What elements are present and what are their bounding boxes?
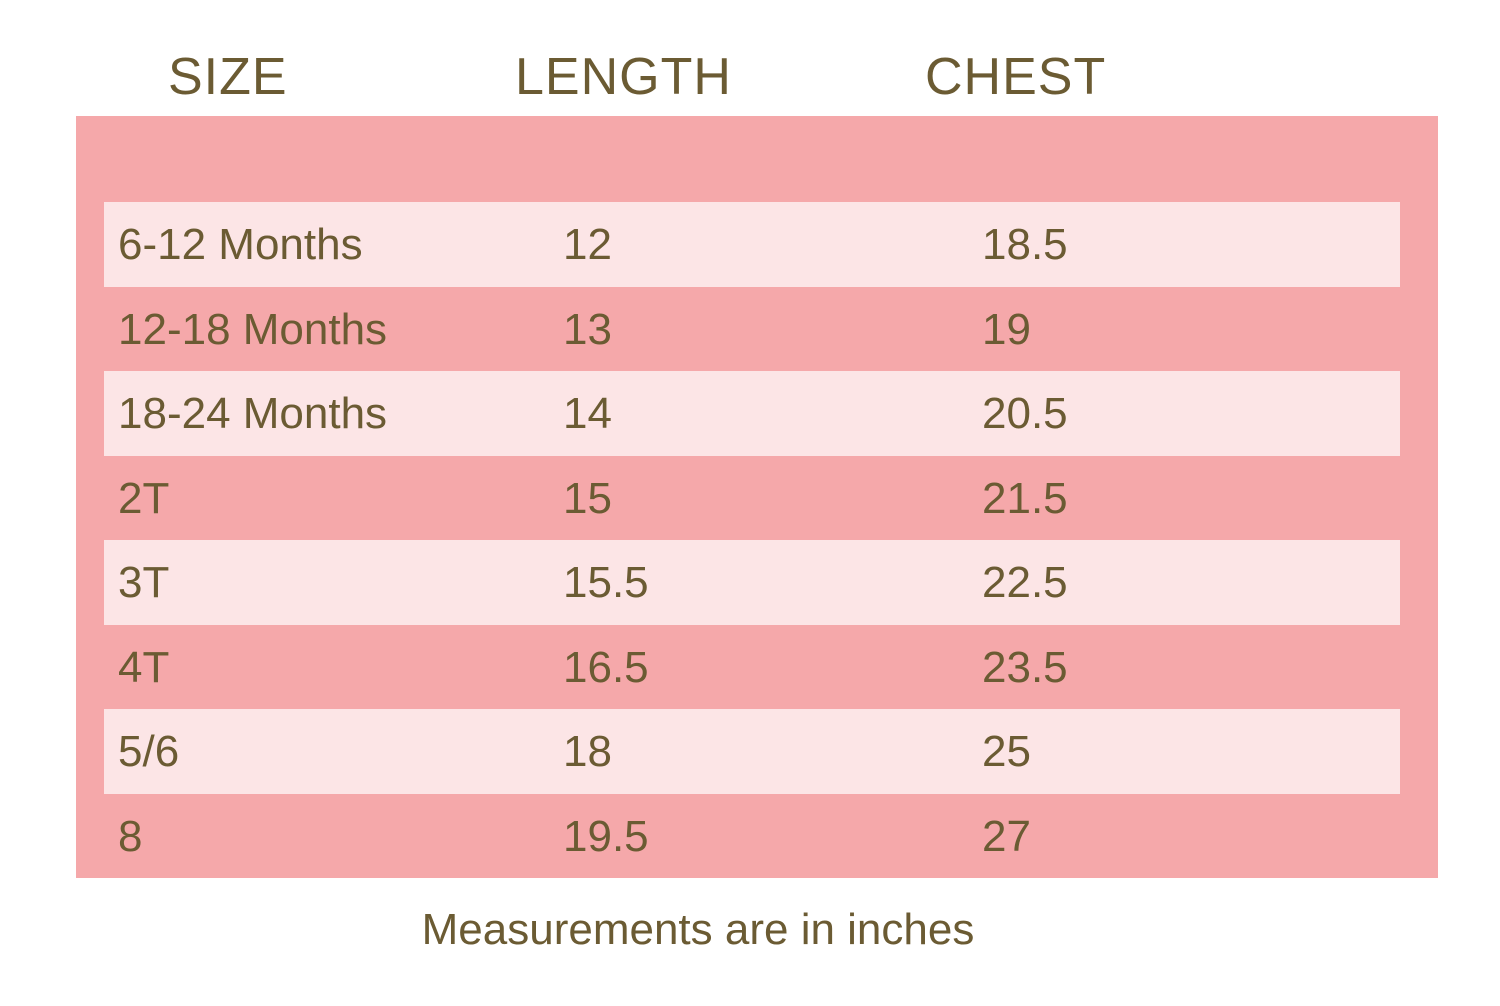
- table-row: 6-12 Months 12 18.5: [104, 202, 1400, 287]
- table-row: 4T 16.5 23.5: [104, 625, 1400, 710]
- table-cell: 6-12 Months: [118, 220, 363, 269]
- table-cell: 2T: [118, 473, 170, 523]
- table-cell: 5/6: [118, 727, 180, 776]
- table-cell: 12: [563, 220, 612, 269]
- column-header: LENGTH: [515, 48, 732, 106]
- table-cell: 3T: [118, 558, 170, 607]
- table-cell: 19: [982, 304, 1031, 354]
- column-header: SIZE: [168, 48, 288, 106]
- table-cell: 18.5: [982, 220, 1068, 269]
- table-cell: 25: [982, 727, 1031, 776]
- table-row: 8 19.5 27: [104, 794, 1400, 879]
- table-cell: 14: [563, 389, 612, 438]
- table-cell: 15.5: [563, 558, 649, 607]
- table-row: 12-18 Months 13 19: [104, 287, 1400, 372]
- table-row: 5/6 18 25: [104, 709, 1400, 794]
- table-cell: 27: [982, 811, 1031, 861]
- table-cell: 23.5: [982, 642, 1068, 692]
- footnote: Measurements are in inches: [421, 905, 975, 954]
- table-cell: 16.5: [563, 642, 649, 692]
- column-header: CHEST: [925, 48, 1107, 106]
- table-row: 3T 15.5 22.5: [104, 540, 1400, 625]
- table-row: 2T 15 21.5: [104, 456, 1400, 541]
- table-cell: 22.5: [982, 558, 1068, 607]
- table-cell: 8: [118, 811, 143, 861]
- table-cell: 12-18 Months: [118, 304, 388, 354]
- table-body: 6-12 Months 12 18.5 12-18 Months 13 19 18-24 M…: [76, 116, 1438, 878]
- table-cell: 20.5: [982, 389, 1068, 438]
- table-cell: 19.5: [563, 811, 649, 861]
- table-cell: 18: [563, 727, 612, 776]
- table-cell: 4T: [118, 642, 170, 692]
- table-cell: 18-24 Months: [118, 389, 388, 438]
- table-cell: 13: [563, 304, 612, 354]
- table-cell: 15: [563, 473, 612, 523]
- table-row: 18-24 Months 14 20.5: [104, 371, 1400, 456]
- table-cell: 21.5: [982, 473, 1068, 523]
